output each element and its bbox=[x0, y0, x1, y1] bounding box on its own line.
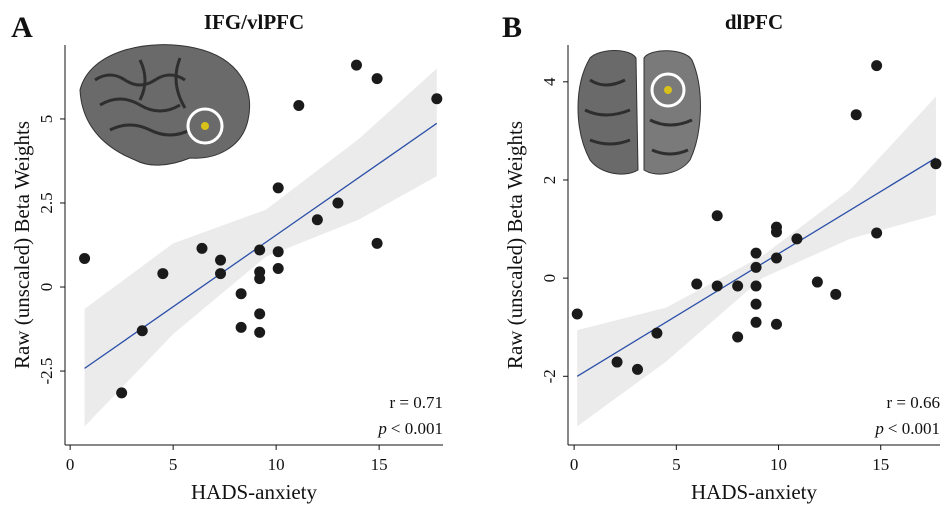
stat-p-symbol: p bbox=[377, 419, 387, 438]
data-point bbox=[830, 288, 842, 300]
data-point bbox=[571, 308, 583, 320]
data-point bbox=[136, 325, 148, 337]
x-tick-label: 0 bbox=[570, 455, 579, 474]
panel-label: A bbox=[11, 11, 33, 44]
data-point bbox=[850, 109, 862, 121]
y-tick-label: 2 bbox=[540, 176, 559, 185]
data-point bbox=[750, 316, 762, 328]
data-point bbox=[791, 233, 803, 245]
y-tick-label: 5 bbox=[37, 115, 56, 124]
data-point bbox=[332, 197, 344, 209]
y-tick-label: -2 bbox=[540, 369, 559, 383]
data-point bbox=[750, 247, 762, 259]
x-tick-label: 15 bbox=[371, 455, 388, 474]
y-tick-label: 0 bbox=[540, 274, 559, 283]
data-point bbox=[770, 226, 782, 238]
data-point bbox=[254, 326, 266, 338]
x-axis-label: HADS-anxiety bbox=[691, 480, 817, 504]
y-tick-label: 0 bbox=[37, 283, 56, 292]
data-point bbox=[750, 298, 762, 310]
data-point bbox=[750, 280, 762, 292]
data-point bbox=[293, 100, 305, 112]
data-point bbox=[157, 268, 169, 280]
y-axis-label: Raw (unscaled) Beta Weights bbox=[10, 121, 34, 369]
stat-r: r = 0.66 bbox=[887, 393, 941, 412]
data-point bbox=[371, 237, 383, 249]
y-tick-label: 2.5 bbox=[37, 192, 56, 213]
x-tick-label: 5 bbox=[672, 455, 681, 474]
data-point bbox=[350, 59, 362, 71]
data-point bbox=[272, 246, 284, 258]
panel-label: B bbox=[502, 11, 522, 44]
data-point bbox=[371, 73, 383, 85]
data-point bbox=[651, 327, 663, 339]
x-tick-label: 15 bbox=[872, 455, 889, 474]
data-point bbox=[711, 210, 723, 222]
data-point bbox=[871, 60, 883, 72]
data-point bbox=[930, 158, 942, 170]
data-point bbox=[750, 261, 762, 273]
data-point bbox=[254, 244, 266, 256]
data-point bbox=[732, 331, 744, 343]
brain-frontal bbox=[577, 50, 701, 175]
chart-title: dlPFC bbox=[725, 10, 783, 34]
data-point bbox=[215, 268, 227, 280]
data-point bbox=[235, 321, 247, 333]
x-tick-label: 0 bbox=[66, 455, 75, 474]
data-point bbox=[431, 93, 443, 105]
x-tick-label: 5 bbox=[169, 455, 178, 474]
stat-p-text: < 0.001 bbox=[888, 419, 940, 438]
data-point bbox=[116, 387, 128, 399]
data-point bbox=[631, 363, 643, 375]
stat-r: r = 0.71 bbox=[390, 393, 444, 412]
stat-p-text: < 0.001 bbox=[391, 419, 443, 438]
data-point bbox=[691, 278, 703, 290]
data-point bbox=[235, 288, 247, 300]
y-tick-label: -2.5 bbox=[37, 358, 56, 385]
stat-p: p < 0.001 bbox=[377, 419, 443, 438]
data-point bbox=[732, 280, 744, 292]
data-point bbox=[770, 252, 782, 264]
data-point bbox=[196, 242, 208, 254]
y-tick-label: 4 bbox=[540, 77, 559, 86]
data-point bbox=[215, 254, 227, 266]
x-tick-label: 10 bbox=[770, 455, 787, 474]
data-point bbox=[79, 252, 91, 264]
stat-p-symbol: p bbox=[874, 419, 884, 438]
data-point bbox=[711, 280, 723, 292]
data-point bbox=[254, 308, 266, 320]
confidence-band bbox=[577, 96, 936, 427]
y-axis-label: Raw (unscaled) Beta Weights bbox=[503, 121, 527, 369]
data-point bbox=[871, 227, 883, 239]
x-axis-label: HADS-anxiety bbox=[191, 480, 317, 504]
data-point bbox=[770, 318, 782, 330]
data-point bbox=[272, 182, 284, 194]
data-point bbox=[311, 214, 323, 226]
chart-title: IFG/vlPFC bbox=[204, 10, 304, 34]
x-tick-label: 10 bbox=[268, 455, 285, 474]
stat-p: p < 0.001 bbox=[874, 419, 940, 438]
data-point bbox=[811, 276, 823, 288]
brain-lateral bbox=[79, 44, 251, 166]
data-point bbox=[272, 263, 284, 275]
data-point bbox=[254, 273, 266, 285]
data-point bbox=[611, 356, 623, 368]
